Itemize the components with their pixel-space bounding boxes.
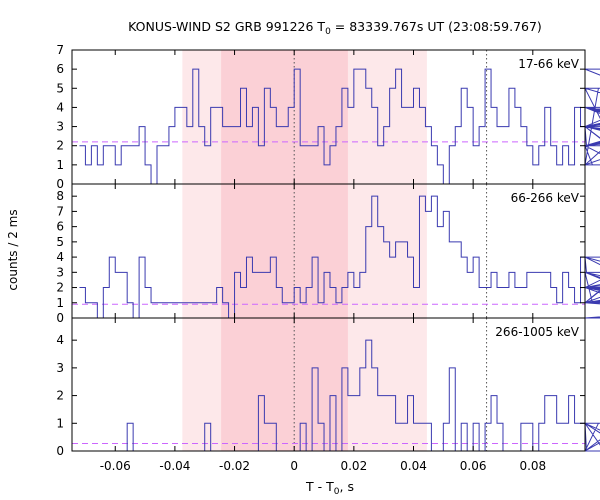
y-tick-label: 1	[56, 158, 64, 172]
energy-band-label: 266-1005 keV	[495, 325, 579, 339]
x-tick-label: 0	[290, 459, 298, 473]
y-tick-label: 7	[56, 204, 64, 218]
panel-3: 0 1 2 3 4 266-1005 keV	[56, 317, 600, 458]
y-tick-label: 3	[56, 120, 64, 134]
interval-band-inner	[221, 184, 348, 318]
x-tick-label: -0.06	[100, 459, 131, 473]
x-tick-label: 0.06	[460, 459, 487, 473]
x-tick-label: 0.08	[519, 459, 546, 473]
y-tick-label: 6	[56, 62, 64, 76]
y-tick-label: 1	[56, 296, 64, 310]
interval-band-inner	[221, 318, 348, 451]
y-tick-label: 0	[56, 311, 64, 325]
y-tick-label: 4	[56, 250, 64, 264]
y-tick-label: 5	[56, 81, 64, 95]
y-tick-label: 4	[56, 100, 64, 114]
x-tick-label: 0.04	[400, 459, 427, 473]
panel-1: 0 1 2 3 4 5 6 7 17-66 keV	[56, 43, 600, 191]
y-tick-label: 0	[56, 177, 64, 191]
y-tick-label: 6	[56, 220, 64, 234]
y-tick-label: 2	[56, 281, 64, 295]
y-tick-label: 5	[56, 235, 64, 249]
y-axis-label: counts / 2 ms	[6, 209, 20, 290]
x-tick-label: -0.04	[159, 459, 190, 473]
x-tick-label: 0.02	[340, 459, 367, 473]
interval-band-inner	[221, 50, 348, 184]
y-tick-label: 1	[56, 416, 64, 430]
energy-band-label: 17-66 keV	[518, 57, 580, 71]
energy-band-label: 66-266 keV	[511, 191, 580, 205]
y-tick-label: 0	[56, 444, 64, 458]
panel-frame	[71, 317, 586, 452]
y-tick-label: 3	[56, 361, 64, 375]
y-tick-label: 3	[56, 265, 64, 279]
y-tick-label: 4	[56, 333, 64, 347]
y-tick-label: 2	[56, 139, 64, 153]
y-tick-label: 8	[56, 189, 64, 203]
count-histogram	[79, 68, 600, 185]
y-tick-label: 7	[56, 43, 64, 57]
x-axis-label: T - T0, s	[305, 479, 354, 497]
chart-title: KONUS-WIND S2 GRB 991226 T0 = 83339.767s…	[128, 19, 542, 37]
x-tick-label: -0.02	[219, 459, 250, 473]
y-tick-label: 2	[56, 389, 64, 403]
